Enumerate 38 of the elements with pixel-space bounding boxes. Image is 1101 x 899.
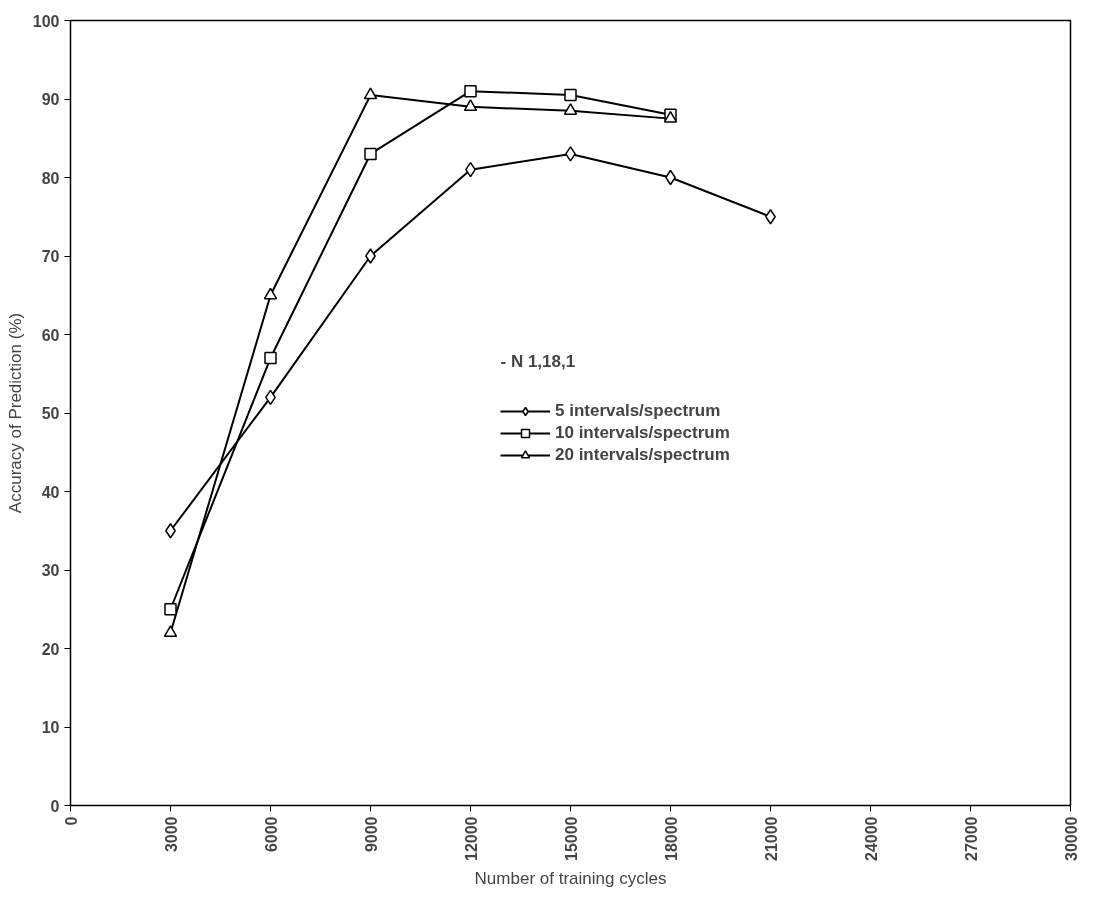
- x-tick-label: 6000: [262, 816, 280, 853]
- y-tick-label: 0: [50, 797, 60, 815]
- x-tick-label: 3000: [162, 816, 180, 853]
- y-tick-label: 70: [41, 248, 60, 265]
- x-tick-label: 30000: [1062, 816, 1080, 861]
- point: [164, 603, 177, 616]
- x-tick-label: 15000: [562, 816, 580, 861]
- point: [563, 103, 578, 115]
- x-tick-label: 27000: [962, 816, 980, 861]
- y-tick-label: 80: [41, 169, 60, 187]
- x-tick-label: 0: [62, 816, 80, 826]
- y-tick-label: 100: [32, 12, 60, 30]
- y-tick-label: 50: [41, 405, 60, 422]
- x-tick-label: 12000: [462, 816, 480, 861]
- legend-label: 20 intervals/spectrum: [555, 445, 730, 465]
- y-tick-label: 30: [41, 562, 60, 579]
- y-axis-title: Accuracy of Prediction (%): [5, 312, 25, 514]
- y-tick-label: 10: [41, 719, 60, 736]
- y-tick-label: 40: [41, 483, 60, 501]
- y-tick-label: 60: [41, 326, 60, 344]
- x-tick-label: 9000: [362, 816, 380, 853]
- point: [364, 147, 377, 161]
- legend-label: 10 intervals/spectrum: [555, 423, 730, 443]
- x-tick-label: 24000: [862, 816, 880, 861]
- x-tick-label: 21000: [762, 816, 780, 861]
- point: [564, 88, 577, 102]
- x-tick-label: 18000: [662, 816, 680, 861]
- x-axis-title: Number of training cycles: [474, 868, 667, 888]
- point: [163, 625, 178, 638]
- point: [363, 87, 378, 100]
- annotation: - N 1,18,1: [500, 351, 576, 371]
- point: [263, 287, 278, 300]
- point: [464, 84, 477, 98]
- legend-label: 5 intervals/spectrum: [555, 401, 721, 421]
- y-tick-label: 20: [41, 640, 60, 658]
- point: [264, 351, 277, 365]
- point: [463, 99, 478, 112]
- y-tick-label: 90: [41, 91, 60, 108]
